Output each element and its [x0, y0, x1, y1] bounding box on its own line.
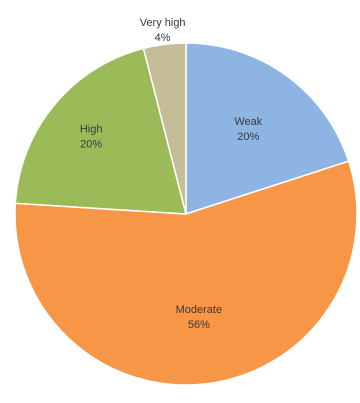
data-label-percent: 4% [155, 32, 171, 44]
data-label-percent: 56% [188, 319, 210, 331]
data-label-category: Moderate [176, 304, 222, 316]
pie-slice-high [14, 47, 187, 215]
data-label-percent: 20% [80, 139, 102, 151]
data-label-category: High [80, 124, 103, 136]
data-label-category: Very high [140, 17, 186, 29]
pie-slice-very-high [142, 42, 187, 215]
pie-slices [14, 42, 358, 386]
data-label-category: Weak [234, 116, 262, 128]
data-label-weak: Weak 20% [234, 116, 262, 143]
data-label-high: High 20% [80, 124, 103, 151]
pie-data-labels: Weak 20% Moderate 56% High 20% Very high 4% [80, 17, 263, 331]
data-label-percent: 20% [237, 131, 259, 143]
pie-slice-moderate [14, 160, 358, 386]
data-label-moderate: Moderate 56% [176, 304, 222, 331]
data-label-very-high: Very high 4% [140, 17, 186, 44]
pie-slice-weak [185, 42, 350, 215]
